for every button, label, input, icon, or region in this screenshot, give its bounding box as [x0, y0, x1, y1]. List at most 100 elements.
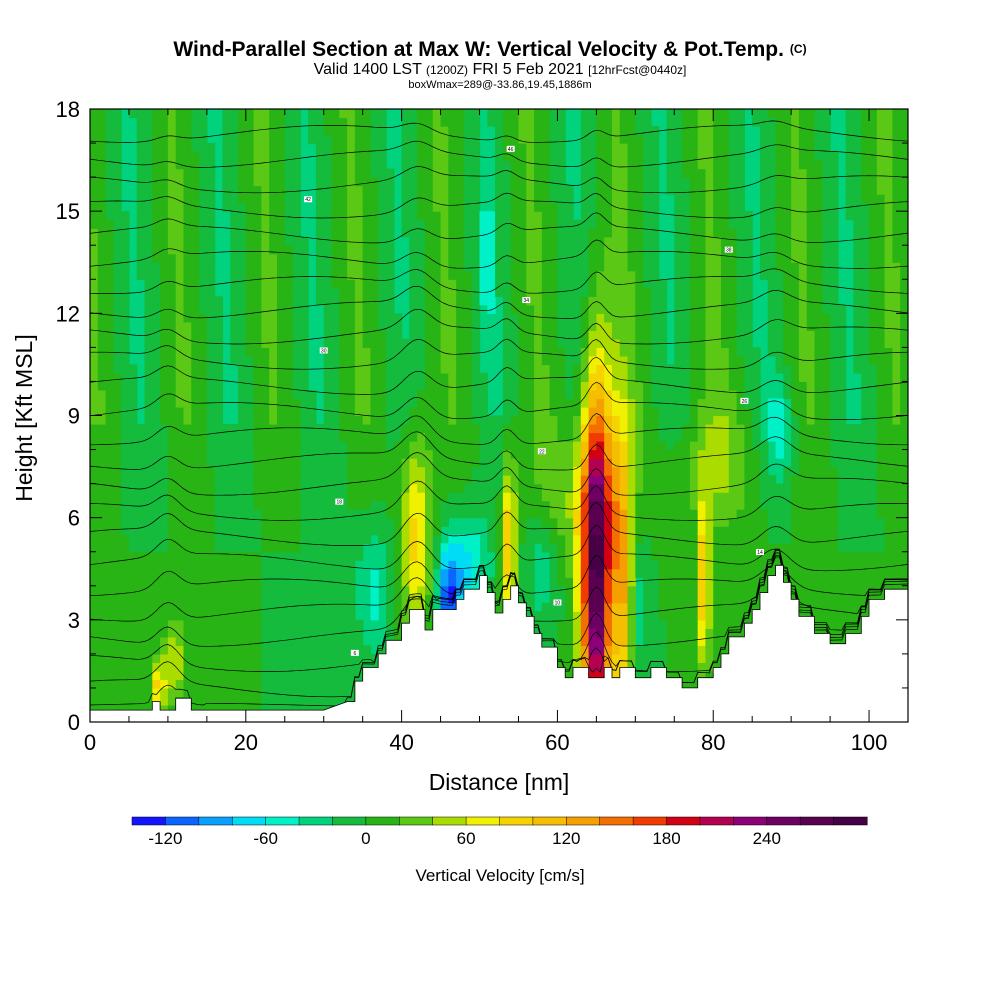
velocity-cell: [90, 483, 99, 493]
velocity-cell: [230, 517, 239, 527]
velocity-cell: [401, 526, 411, 536]
velocity-cell: [635, 389, 644, 400]
velocity-cell: [245, 483, 255, 493]
velocity-cell: [487, 585, 496, 595]
velocity-cell: [573, 355, 582, 366]
velocity-cell: [541, 500, 551, 510]
velocity-cell: [432, 262, 442, 272]
velocity-cell: [448, 253, 457, 263]
velocity-cell: [526, 466, 535, 476]
velocity-cell: [206, 160, 216, 170]
velocity-cell: [354, 458, 364, 468]
velocity-cell: [417, 381, 426, 391]
velocity-cell: [557, 602, 566, 612]
velocity-cell: [167, 262, 177, 272]
velocity-cell: [113, 338, 122, 348]
velocity-cell: [596, 287, 605, 297]
velocity-cell: [541, 543, 551, 553]
velocity-cell: [643, 483, 652, 493]
velocity-cell: [448, 287, 457, 297]
velocity-cell: [448, 338, 457, 348]
velocity-cell: [152, 211, 161, 221]
velocity-cell: [393, 492, 403, 502]
velocity-cell: [604, 449, 613, 459]
velocity-cell: [144, 134, 153, 144]
velocity-cell: [206, 602, 216, 612]
velocity-cell: [300, 602, 309, 612]
velocity-cell: [253, 160, 262, 170]
velocity-cell: [386, 389, 395, 400]
velocity-cell: [386, 287, 395, 297]
velocity-cell: [643, 662, 652, 672]
velocity-cell: [292, 219, 301, 229]
chart-subtitle: Valid 1400 LST (1200Z) FRI 5 Feb 2021 [1…: [314, 61, 687, 78]
velocity-cell: [292, 543, 301, 553]
velocity-cell: [191, 432, 200, 442]
velocity-cell: [635, 160, 644, 170]
velocity-cell: [386, 577, 395, 587]
velocity-cell: [354, 636, 364, 646]
velocity-cell: [573, 636, 582, 646]
velocity-cell: [90, 653, 99, 663]
velocity-cell: [183, 347, 192, 357]
velocity-cell: [650, 202, 660, 212]
velocity-cell: [238, 560, 247, 570]
velocity-cell: [432, 134, 442, 144]
velocity-cell: [300, 253, 309, 263]
velocity-cell: [339, 526, 348, 536]
velocity-cell: [463, 372, 473, 383]
velocity-cell: [541, 636, 551, 646]
velocity-cell: [284, 236, 294, 246]
velocity-cell: [90, 645, 99, 655]
velocity-cell: [113, 355, 122, 366]
velocity-cell: [557, 509, 566, 519]
velocity-cell: [635, 500, 644, 510]
velocity-cell: [588, 355, 597, 366]
velocity-cell: [339, 117, 348, 127]
velocity-cell: [121, 602, 130, 612]
velocity-cell: [565, 321, 574, 331]
velocity-cell: [284, 381, 294, 391]
velocity-cell: [284, 347, 294, 357]
velocity-cell: [253, 577, 262, 587]
velocity-cell: [573, 381, 582, 391]
velocity-cell: [510, 236, 520, 246]
velocity-cell: [417, 330, 426, 340]
velocity-cell: [284, 304, 294, 314]
velocity-cell: [596, 670, 605, 681]
velocity-cell: [121, 526, 130, 536]
velocity-cell: [666, 398, 675, 408]
velocity-cell: [432, 415, 442, 425]
velocity-cell: [253, 109, 262, 119]
velocity-cell: [448, 543, 457, 553]
velocity-cell: [253, 313, 262, 323]
velocity-cell: [113, 236, 122, 246]
velocity-cell: [339, 449, 348, 459]
velocity-cell: [238, 143, 247, 153]
velocity-cell: [611, 372, 621, 383]
velocity-cell: [448, 304, 457, 314]
velocity-cell: [479, 389, 488, 400]
velocity-cell: [619, 585, 629, 595]
velocity-cell: [393, 568, 403, 578]
velocity-cell: [424, 602, 434, 612]
velocity-cell: [393, 551, 403, 561]
velocity-cell: [456, 441, 465, 451]
velocity-cell: [339, 134, 348, 144]
velocity-cell: [238, 543, 247, 553]
velocity-cell: [557, 177, 566, 187]
velocity-cell: [596, 458, 605, 468]
velocity-cell: [463, 364, 473, 374]
velocity-cell: [471, 466, 481, 476]
velocity-cell: [557, 534, 566, 544]
velocity-cell: [113, 253, 122, 263]
velocity-cell: [611, 236, 621, 246]
velocity-cell: [136, 645, 146, 655]
velocity-cell: [596, 577, 605, 587]
velocity-cell: [331, 551, 340, 561]
velocity-cell: [534, 500, 543, 510]
velocity-cell: [331, 185, 340, 195]
velocity-cell: [635, 560, 644, 570]
velocity-cell: [409, 560, 418, 570]
velocity-cell: [238, 355, 247, 366]
